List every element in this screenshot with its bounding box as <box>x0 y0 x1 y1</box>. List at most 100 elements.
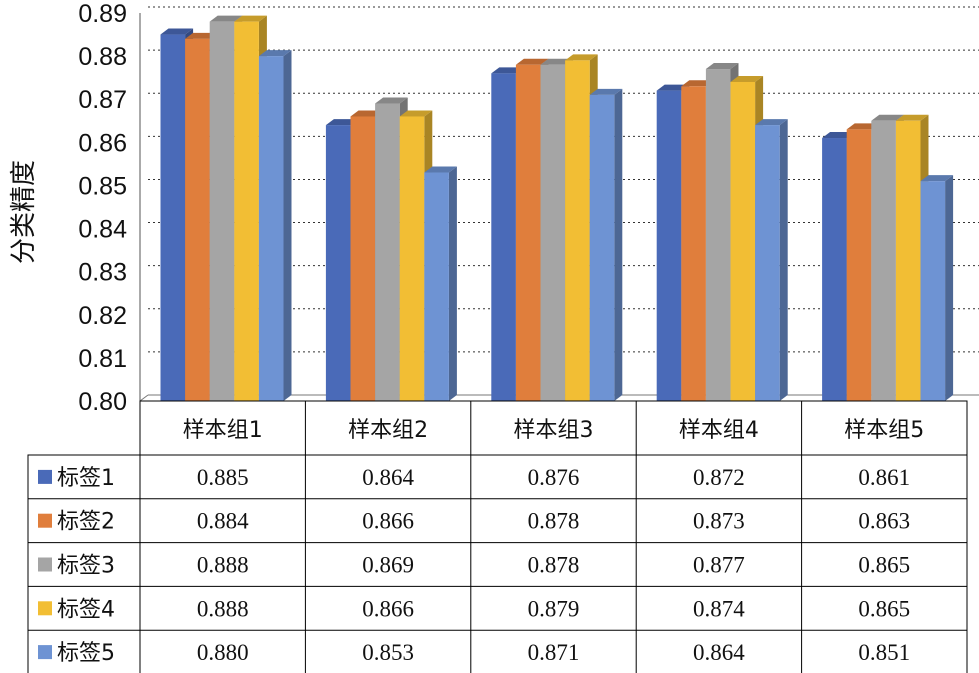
bar-top <box>920 175 954 182</box>
x-category-label: 样本组4 <box>679 418 759 443</box>
y-tick-label: 0.86 <box>78 129 127 157</box>
data-label: 0.865 <box>858 596 910 621</box>
bar <box>681 86 706 402</box>
table-body-border <box>27 454 968 673</box>
legend-swatch <box>38 469 52 484</box>
x-category-label: 样本组1 <box>183 418 263 443</box>
bar <box>515 64 541 401</box>
data-label: 0.861 <box>858 465 910 490</box>
legend-label: 标签5 <box>57 641 115 666</box>
bar-top <box>730 75 764 82</box>
data-label: 0.888 <box>197 553 249 578</box>
bar-top <box>755 119 788 126</box>
bar-top <box>589 88 623 95</box>
bar-top <box>681 80 714 87</box>
bar-top <box>258 50 292 57</box>
data-label: 0.865 <box>858 553 910 578</box>
data-label: 0.866 <box>362 509 414 534</box>
y-tick-label: 0.80 <box>78 388 127 416</box>
data-label: 0.864 <box>362 465 414 490</box>
bar-top <box>515 58 549 65</box>
bar-side <box>283 50 292 401</box>
y-tick-label: 0.87 <box>78 86 127 114</box>
x-category-label: 样本组5 <box>844 418 924 443</box>
data-label: 0.877 <box>693 553 745 578</box>
bar-top <box>375 97 408 104</box>
data-label: 0.885 <box>197 465 249 490</box>
bar <box>822 138 847 401</box>
bar <box>491 73 516 401</box>
bar <box>705 69 731 402</box>
bar <box>846 129 872 401</box>
bar-top <box>822 132 855 139</box>
bar <box>589 94 615 402</box>
bar <box>565 60 590 402</box>
data-label: 0.873 <box>693 509 745 534</box>
data-label: 0.878 <box>528 509 580 534</box>
y-tick-label: 0.81 <box>78 345 127 373</box>
bar-side <box>448 166 457 401</box>
x-category-label: 样本组3 <box>514 418 594 443</box>
bar-top <box>160 28 194 35</box>
legend-label: 标签2 <box>57 510 115 535</box>
axis-depth-edge <box>139 394 149 402</box>
bar <box>399 116 425 401</box>
bar <box>375 103 400 402</box>
bar <box>350 116 376 401</box>
bar <box>160 34 186 402</box>
bar-side <box>945 175 954 401</box>
y-tick-label: 0.89 <box>78 0 127 28</box>
bar-top <box>185 32 218 39</box>
y-tick-label: 0.84 <box>78 216 127 244</box>
bar <box>209 21 235 401</box>
bar <box>258 56 284 401</box>
x-category-label: 样本组2 <box>348 418 428 443</box>
bar <box>871 120 896 402</box>
bar-top <box>350 110 384 117</box>
data-label: 0.869 <box>362 553 414 578</box>
bar <box>895 120 921 402</box>
legend-swatch <box>38 557 52 572</box>
data-label: 0.874 <box>693 596 745 621</box>
bar-top <box>871 114 904 121</box>
data-label: 0.871 <box>528 640 580 665</box>
legend-swatch <box>38 645 52 660</box>
bar <box>540 64 566 401</box>
bar-top <box>491 67 524 74</box>
y-tick-label: 0.88 <box>78 43 127 71</box>
bar-top <box>705 63 739 70</box>
bar-top <box>846 123 880 130</box>
data-label: 0.866 <box>362 596 414 621</box>
bar-top <box>399 110 433 117</box>
bar <box>730 81 756 401</box>
bar-top <box>209 15 243 22</box>
legend-swatch <box>38 513 52 528</box>
data-label: 0.878 <box>528 553 580 578</box>
bar <box>325 125 351 401</box>
data-label: 0.876 <box>528 465 580 490</box>
bar <box>185 38 210 401</box>
data-label: 0.853 <box>362 640 414 665</box>
y-tick-label: 0.85 <box>78 172 127 200</box>
data-label: 0.879 <box>528 596 580 621</box>
bar <box>656 90 682 401</box>
data-label: 0.880 <box>197 640 249 665</box>
bar-top <box>540 58 574 65</box>
data-label: 0.851 <box>858 640 910 665</box>
bar <box>755 125 780 401</box>
data-label: 0.863 <box>858 509 910 534</box>
data-label: 0.888 <box>197 596 249 621</box>
legend-label: 标签4 <box>57 597 115 622</box>
legend-label: 标签1 <box>57 466 115 491</box>
bar-side <box>614 88 623 402</box>
bar-top <box>656 84 690 91</box>
bar-top <box>895 114 929 121</box>
bar-top <box>325 119 359 126</box>
legend-swatch <box>38 601 52 616</box>
data-label: 0.872 <box>693 465 745 490</box>
y-axis-label: 分类精度 <box>9 160 39 264</box>
bar-side <box>779 119 788 401</box>
bar-top <box>565 54 598 61</box>
bar <box>920 181 946 401</box>
